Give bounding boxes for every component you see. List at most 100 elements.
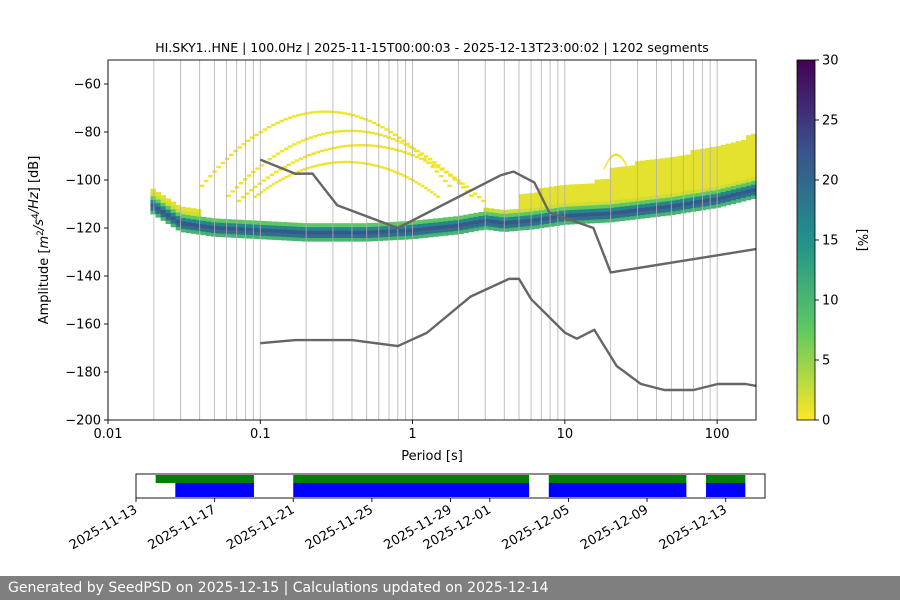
density-cell	[200, 224, 207, 229]
density-cell	[271, 123, 276, 127]
density-cell	[513, 216, 520, 221]
density-cell	[655, 202, 661, 207]
density-cell	[675, 202, 681, 207]
density-cell	[740, 150, 747, 155]
density-cell	[253, 195, 257, 199]
density-cell	[371, 163, 375, 167]
density-cell	[675, 166, 681, 171]
plot-frame	[107, 59, 757, 421]
density-cell	[211, 221, 217, 226]
density-cell	[438, 225, 444, 230]
density-cell	[387, 236, 394, 241]
density-cell	[276, 225, 283, 230]
density-cell	[377, 226, 383, 231]
density-cell	[377, 236, 383, 241]
density-cell	[619, 191, 626, 196]
density-cell	[382, 134, 388, 138]
density-cell	[265, 186, 270, 190]
density-cell	[357, 230, 363, 235]
timeline-ticks: 2025-11-13 2025-11-17 2025-11-21 2025-11-25…	[67, 498, 730, 553]
density-cell	[604, 178, 611, 183]
density-cell	[170, 201, 177, 206]
density-cell	[431, 163, 436, 166]
density-cell	[735, 148, 742, 153]
density-cell	[448, 231, 454, 236]
density-cell	[639, 200, 646, 205]
density-cell	[407, 145, 412, 148]
density-cell	[342, 234, 348, 238]
density-cell	[644, 163, 651, 168]
timeline-panel: 2025-11-13 2025-11-17 2025-11-21 2025-11-25…	[67, 473, 766, 553]
density-cell	[599, 197, 606, 202]
density-cell	[443, 217, 449, 222]
density-cell	[735, 180, 742, 185]
density-cell	[549, 215, 555, 220]
density-cell	[594, 186, 600, 191]
density-cell	[433, 221, 439, 226]
density-cell	[518, 204, 525, 209]
density-cell	[443, 231, 449, 236]
density-cell	[488, 219, 494, 224]
density-cell	[639, 211, 646, 216]
density-cell	[619, 206, 626, 211]
density-cell	[639, 178, 646, 183]
density-cell	[589, 183, 595, 188]
density-cell	[302, 155, 308, 159]
density-cell	[333, 161, 338, 164]
density-cell	[619, 155, 621, 158]
density-cell	[740, 168, 747, 173]
density-cell	[271, 235, 278, 240]
density-cell	[629, 165, 636, 170]
density-cell	[660, 197, 666, 202]
density-cell	[650, 170, 656, 175]
density-cell	[670, 167, 676, 172]
density-cell	[745, 156, 752, 161]
density-cell	[735, 195, 742, 200]
density-cell	[473, 223, 479, 228]
density-cell	[250, 136, 255, 139]
density-cell	[185, 221, 192, 226]
density-cell	[740, 157, 747, 162]
density-cell	[528, 211, 535, 216]
density-cell	[675, 181, 681, 186]
density-cell	[160, 209, 166, 214]
density-cell	[377, 145, 383, 148]
density-cell	[627, 167, 629, 170]
density-cell	[730, 182, 737, 187]
density-cell	[372, 229, 378, 234]
density-cell	[165, 198, 172, 203]
density-cell	[700, 155, 706, 160]
density-cell	[281, 225, 288, 230]
density-cell	[665, 208, 671, 213]
density-cell	[730, 196, 737, 201]
density-cell	[221, 218, 227, 223]
density-cell	[332, 223, 338, 228]
density-cell	[710, 168, 717, 173]
density-cell	[281, 177, 285, 181]
density-cell	[415, 149, 421, 153]
density-cell	[287, 116, 293, 119]
density-cell	[574, 202, 580, 207]
density-cell	[317, 110, 322, 113]
density-cell	[619, 166, 626, 171]
density-cell	[624, 176, 631, 181]
density-cell	[333, 130, 338, 133]
density-cell	[175, 215, 182, 220]
density-cell	[599, 218, 606, 223]
density-cell	[626, 165, 628, 169]
density-cell	[539, 188, 545, 193]
density-cell	[365, 144, 370, 147]
density-cell	[626, 164, 627, 167]
density-cell	[357, 223, 363, 228]
plot-background	[108, 60, 756, 420]
density-cell	[720, 198, 727, 203]
density-cell	[544, 212, 550, 217]
density-cell	[685, 165, 691, 170]
density-cell	[180, 206, 187, 211]
density-cell	[414, 181, 419, 184]
density-cell	[205, 224, 212, 229]
density-cell	[735, 159, 742, 164]
density-cell	[609, 196, 616, 201]
density-cell	[301, 226, 308, 231]
density-cell	[554, 221, 560, 226]
